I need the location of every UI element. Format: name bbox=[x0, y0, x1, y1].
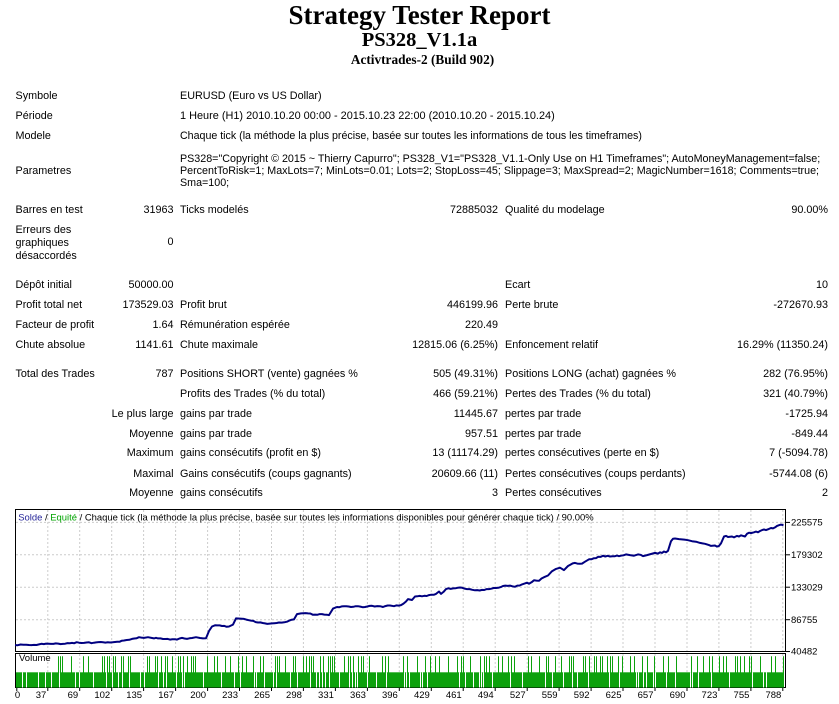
svg-text:200: 200 bbox=[190, 690, 206, 701]
svg-text:527: 527 bbox=[510, 690, 526, 701]
svg-text:69: 69 bbox=[68, 690, 79, 701]
svg-text:265: 265 bbox=[254, 690, 270, 701]
svg-text:40482: 40482 bbox=[791, 647, 817, 658]
svg-text:559: 559 bbox=[542, 690, 558, 701]
svg-text:37: 37 bbox=[36, 690, 47, 701]
svg-text:225575: 225575 bbox=[791, 518, 823, 529]
svg-text:723: 723 bbox=[702, 690, 718, 701]
svg-text:788: 788 bbox=[765, 690, 781, 701]
svg-text:494: 494 bbox=[478, 690, 494, 701]
svg-text:755: 755 bbox=[734, 690, 750, 701]
svg-text:298: 298 bbox=[286, 690, 302, 701]
svg-text:86755: 86755 bbox=[791, 615, 817, 626]
svg-text:233: 233 bbox=[222, 690, 238, 701]
svg-text:429: 429 bbox=[414, 690, 430, 701]
svg-text:592: 592 bbox=[574, 690, 590, 701]
svg-text:690: 690 bbox=[670, 690, 686, 701]
svg-text:625: 625 bbox=[606, 690, 622, 701]
svg-text:179302: 179302 bbox=[791, 550, 823, 561]
svg-text:135: 135 bbox=[126, 690, 142, 701]
svg-text:331: 331 bbox=[318, 690, 334, 701]
svg-text:657: 657 bbox=[638, 690, 654, 701]
svg-text:461: 461 bbox=[446, 690, 462, 701]
svg-text:0: 0 bbox=[15, 690, 20, 701]
svg-text:133029: 133029 bbox=[791, 582, 823, 593]
svg-text:Volume: Volume bbox=[19, 653, 51, 664]
svg-text:102: 102 bbox=[94, 690, 110, 701]
svg-text:167: 167 bbox=[158, 690, 174, 701]
svg-text:363: 363 bbox=[350, 690, 366, 701]
svg-text:396: 396 bbox=[382, 690, 398, 701]
svg-text:Solde / Equité / Chaque tick (: Solde / Equité / Chaque tick (la méthode… bbox=[18, 513, 594, 524]
